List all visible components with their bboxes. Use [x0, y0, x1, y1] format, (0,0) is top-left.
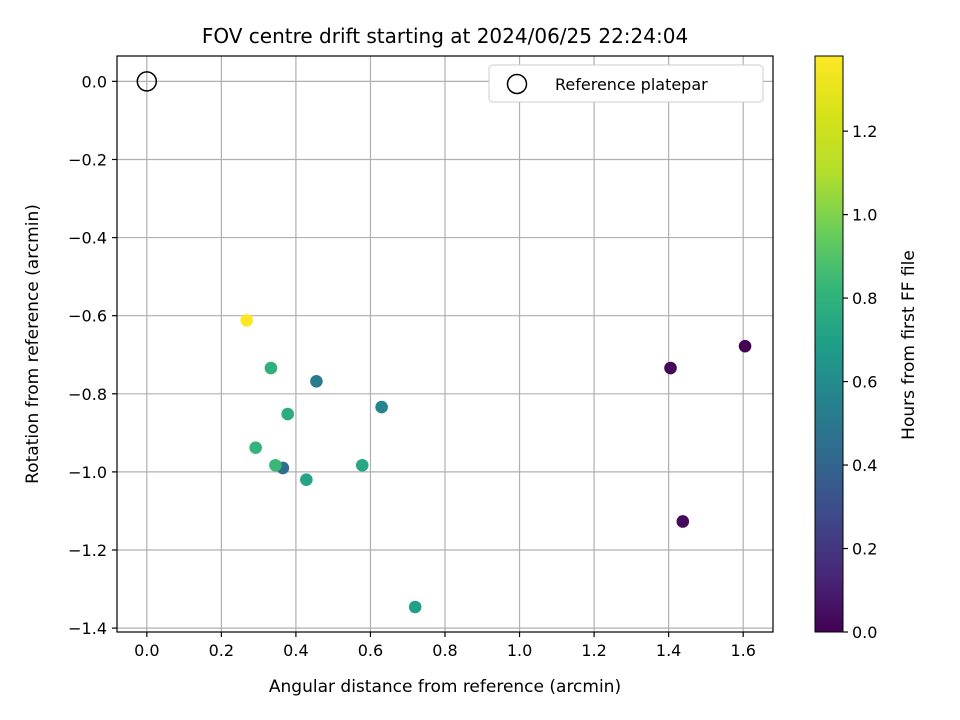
data-point: [249, 441, 262, 454]
data-point: [738, 339, 752, 353]
data-point: [300, 473, 313, 487]
colorbar-tick-label: 0.8: [852, 289, 877, 308]
data-point: [355, 458, 369, 472]
colorbar: 0.0 0.2 0.4 0.6 0.8 1.0 1.2 Hours from first F…: [814, 55, 919, 642]
x-tick-label: 0.6: [358, 641, 383, 660]
x-tick-label: 0.4: [283, 641, 308, 660]
y-tick-label: −1.2: [68, 541, 107, 560]
data-point: [269, 458, 282, 472]
data-point: [375, 400, 388, 414]
legend-box: [488, 64, 764, 103]
y-tick-label: −1.4: [68, 619, 107, 638]
y-tick-label: −0.4: [68, 229, 107, 248]
reference-point-marker: [136, 71, 158, 92]
colorbar-tick-label: 0.2: [852, 540, 877, 559]
colorbar-tick-label: 1.0: [852, 206, 877, 225]
data-point: [281, 407, 295, 421]
data-point: [408, 600, 422, 614]
colorbar-tick-label: 0.4: [852, 456, 877, 475]
data-points: [136, 71, 752, 614]
x-tick-label: 1.6: [730, 641, 755, 660]
data-point: [240, 314, 254, 327]
legend-label: Reference platepar: [555, 75, 708, 94]
x-tick-label: 1.4: [656, 641, 681, 660]
data-point: [310, 374, 323, 388]
colorbar-label: Hours from first FF file: [899, 250, 919, 440]
y-axis-label: Rotation from reference (arcmin): [23, 204, 43, 484]
x-axis-label: Angular distance from reference (arcmin): [269, 677, 621, 697]
grid-lines: [117, 56, 773, 632]
x-tick-label: 0.0: [134, 641, 159, 660]
legend-marker-open-circle: [506, 73, 528, 95]
chart-title: FOV centre drift starting at 2024/06/25 …: [202, 24, 688, 48]
y-tick-label: −0.8: [68, 385, 107, 404]
colorbar-gradient: [814, 55, 844, 633]
colorbar-ticks: 0.0 0.2 0.4 0.6 0.8 1.0 1.2: [843, 122, 877, 642]
x-tick-label: 0.2: [209, 641, 234, 660]
colorbar-tick-label: 1.2: [852, 122, 877, 141]
data-point: [264, 361, 278, 375]
plot-frame: [116, 55, 774, 633]
x-tick-label: 1.0: [507, 641, 532, 660]
x-tick-label: 0.8: [432, 641, 457, 660]
colorbar-tick-label: 0.6: [852, 373, 877, 392]
x-axis-ticks: 0.0 0.2 0.4 0.6 0.8 1.0 1.2 1.4 1.6: [134, 632, 756, 660]
y-axis-ticks: 0.0 −0.2 −0.4 −0.6 −0.8 −1.0 −1.2 −1.4: [68, 72, 117, 638]
legend: Reference platepar: [488, 64, 764, 103]
x-tick-label: 1.2: [581, 641, 606, 660]
data-point: [676, 515, 690, 528]
y-tick-label: 0.0: [82, 72, 107, 91]
y-tick-label: −1.0: [68, 463, 107, 482]
y-tick-label: −0.6: [68, 307, 107, 326]
colorbar-tick-label: 0.0: [852, 623, 877, 642]
data-point: [664, 361, 677, 375]
y-tick-label: −0.2: [68, 150, 107, 169]
